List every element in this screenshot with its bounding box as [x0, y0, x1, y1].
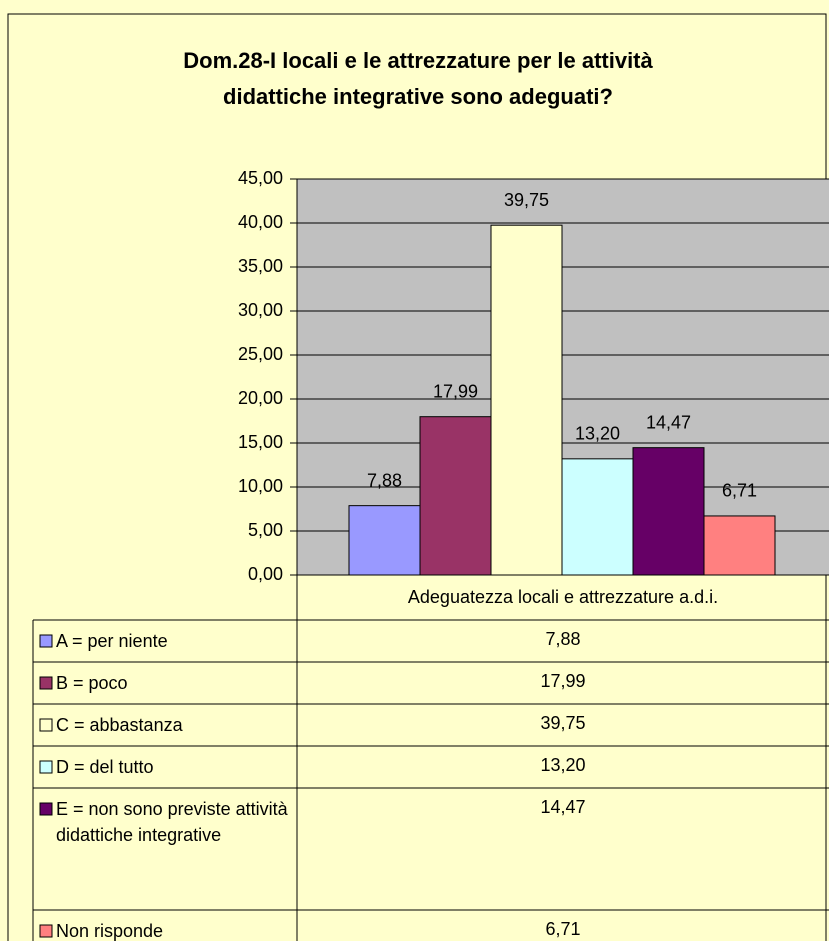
y-tick-label: 40,00	[238, 212, 283, 232]
y-tick-label: 10,00	[238, 476, 283, 496]
legend-label: A = per niente	[56, 631, 168, 651]
table-value: 7,88	[545, 629, 580, 649]
y-tick-label: 30,00	[238, 300, 283, 320]
category-label: Adeguatezza locali e attrezzature a.d.i.	[408, 587, 718, 607]
legend-label: E = non sono previste attività didattich…	[56, 799, 288, 845]
bar	[490, 224, 563, 576]
table-value: 39,75	[540, 713, 585, 733]
y-tick-label: 20,00	[238, 388, 283, 408]
y-tick-label: 25,00	[238, 344, 283, 364]
y-tick-label: 35,00	[238, 256, 283, 276]
table-value: 13,20	[540, 755, 585, 775]
chart-title: Dom.28-I locali e le attrezzature per le…	[183, 48, 653, 73]
bar	[419, 416, 492, 576]
chart-title: didattiche integrative sono adeguati?	[223, 84, 613, 109]
data-label: 17,99	[433, 381, 478, 401]
data-label: 14,47	[646, 412, 691, 432]
legend-swatch	[39, 924, 53, 938]
bar	[348, 505, 421, 576]
y-tick-label: 15,00	[238, 432, 283, 452]
legend-label: B = poco	[56, 673, 128, 693]
y-tick-label: 0,00	[248, 564, 283, 584]
legend-label: D = del tutto	[56, 757, 154, 777]
bar	[561, 458, 634, 576]
legend-swatch	[39, 634, 53, 648]
y-tick-label: 45,00	[238, 168, 283, 188]
bar	[703, 515, 776, 576]
data-label: 13,20	[575, 424, 620, 444]
data-label: 6,71	[722, 481, 757, 501]
legend-label: C = abbastanza	[56, 715, 183, 735]
bar	[632, 447, 705, 576]
legend-swatch	[39, 802, 53, 816]
legend-swatch	[39, 718, 53, 732]
legend-swatch	[39, 676, 53, 690]
table-value: 17,99	[540, 671, 585, 691]
legend-swatch	[39, 760, 53, 774]
y-tick-label: 5,00	[248, 520, 283, 540]
data-label: 7,88	[367, 470, 402, 490]
data-label: 39,75	[504, 190, 549, 210]
legend-label: Non risponde	[56, 921, 164, 941]
table-value: 14,47	[540, 797, 585, 817]
table-value: 6,71	[545, 919, 580, 939]
